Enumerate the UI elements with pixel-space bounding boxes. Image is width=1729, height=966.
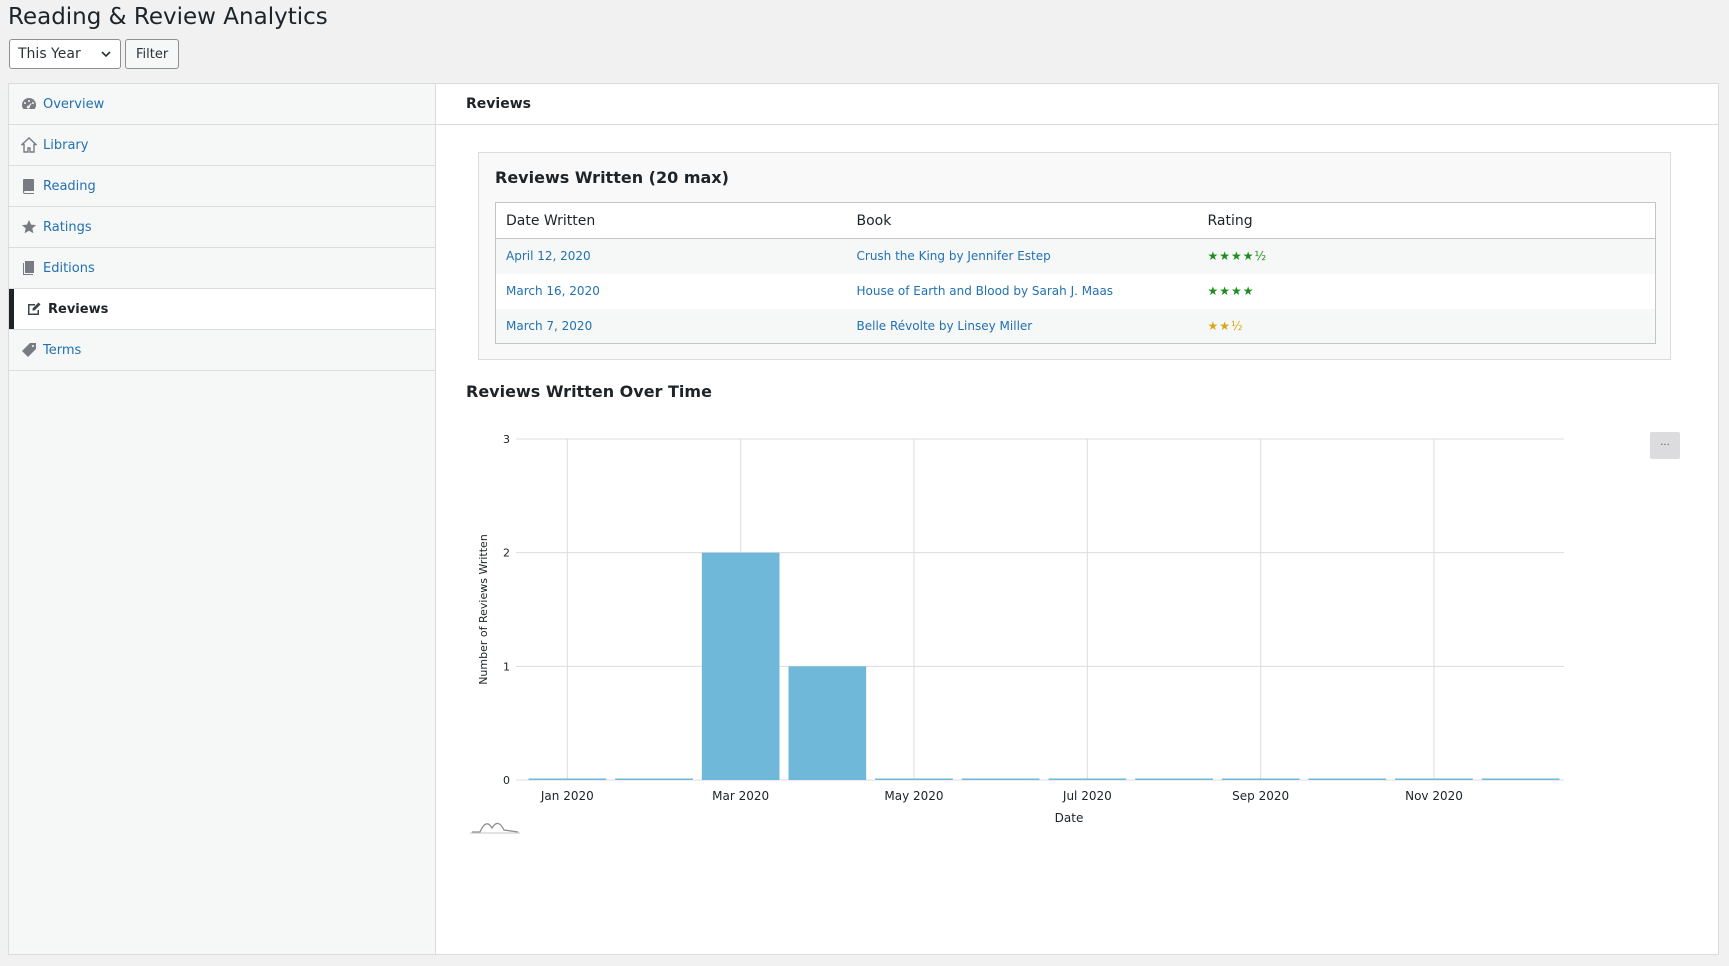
book-icon	[23, 179, 34, 194]
period-select-value: This Year	[18, 46, 81, 62]
review-date-link[interactable]: March 16, 2020	[506, 284, 600, 298]
sidebar-item-terms[interactable]: Terms	[9, 330, 435, 371]
chart-menu-button[interactable]: ···	[1650, 432, 1680, 459]
sidebar-item-label: Terms	[43, 342, 82, 358]
chart-bar	[788, 666, 867, 780]
review-date-link[interactable]: April 12, 2020	[495, 238, 847, 274]
star-icon	[21, 220, 37, 234]
chart-bar	[528, 778, 607, 780]
rating-stars: ★★½	[1207, 318, 1244, 333]
y-tick-label: 2	[503, 547, 510, 560]
x-tick-label: Mar 2020	[712, 789, 769, 803]
chart-bar	[1048, 778, 1127, 780]
chart-bar	[615, 778, 693, 780]
section-header: Reviews	[436, 84, 1718, 125]
x-tick-label: May 2020	[884, 789, 943, 803]
chart-bar	[1221, 778, 1300, 780]
card-title: Reviews Written (20 max)	[495, 168, 729, 187]
sidebar-item-label: Reading	[43, 178, 96, 194]
sidebar-item-library[interactable]: Library	[9, 125, 435, 166]
chart-bar	[1481, 778, 1560, 780]
sidebar-item-label: Reviews	[48, 301, 109, 317]
column-header-date: Date Written	[495, 202, 847, 239]
home-icon	[21, 137, 37, 153]
reviews-written-card: Reviews Written (20 max) Date Written Bo…	[478, 152, 1671, 360]
sidebar-item-label: Overview	[43, 96, 105, 112]
y-tick-label: 1	[503, 660, 510, 673]
table-row: April 12, 2020 Crush the King by Jennife…	[495, 238, 1656, 274]
chevron-down-icon	[101, 51, 111, 58]
x-tick-label: Sep 2020	[1232, 789, 1289, 803]
rating-stars: ★★★★½	[1207, 249, 1268, 264]
period-select[interactable]: This Year	[9, 39, 121, 69]
table-header-row: Date Written Book Rating	[495, 202, 1656, 239]
sidebar-item-reviews[interactable]: Reviews	[9, 289, 435, 330]
x-tick-label: Nov 2020	[1405, 789, 1463, 803]
sidebar: Overview Library Reading Ratings Edition…	[9, 84, 436, 954]
chart-bar	[1395, 778, 1473, 780]
sidebar-item-label: Library	[43, 137, 89, 153]
analytics-panel: Overview Library Reading Ratings Edition…	[8, 83, 1719, 955]
sidebar-item-label: Ratings	[43, 219, 92, 235]
filter-bar: This Year Filter	[9, 39, 180, 69]
edit-icon	[28, 302, 41, 315]
column-header-book: Book	[846, 202, 1198, 239]
range-selector-icon	[472, 822, 519, 833]
tag-icon	[22, 343, 36, 357]
copy-icon	[23, 261, 34, 275]
x-tick-label: Jul 2020	[1062, 789, 1112, 803]
chart-title: Reviews Written Over Time	[466, 382, 712, 401]
table-row: March 7, 2020 Belle Révolte by Linsey Mi…	[495, 308, 1656, 344]
y-tick-label: 0	[503, 774, 510, 787]
table-row: March 16, 2020 House of Earth and Blood …	[496, 274, 1656, 309]
sidebar-item-editions[interactable]: Editions	[9, 248, 435, 289]
column-header-rating: Rating	[1197, 202, 1656, 239]
y-tick-label: 3	[503, 433, 510, 446]
x-axis-label: Date	[1055, 811, 1084, 825]
y-axis-label: Number of Reviews Written	[477, 534, 490, 685]
rating-stars: ★★★★	[1207, 284, 1255, 298]
review-date-link[interactable]: March 7, 2020	[495, 308, 847, 344]
sidebar-item-ratings[interactable]: Ratings	[9, 207, 435, 248]
chart-bar	[701, 552, 780, 780]
main-content: Reviews Reviews Written (20 max) Date Wr…	[436, 84, 1718, 954]
sidebar-item-reading[interactable]: Reading	[9, 166, 435, 207]
chart-bar	[1135, 778, 1213, 780]
page-title: Reading & Review Analytics	[8, 4, 328, 30]
sidebar-item-label: Editions	[43, 260, 95, 276]
review-book-link[interactable]: Belle Révolte by Linsey Miller	[846, 308, 1198, 344]
filter-button[interactable]: Filter	[125, 39, 180, 69]
review-book-link[interactable]: Crush the King by Jennifer Estep	[846, 238, 1198, 274]
x-tick-label: Jan 2020	[540, 789, 594, 803]
reviews-table: Date Written Book Rating April 12, 2020 …	[495, 202, 1656, 344]
chart-bar	[875, 778, 953, 780]
sidebar-item-overview[interactable]: Overview	[9, 84, 435, 125]
chart-bar	[1308, 778, 1387, 780]
review-book-link[interactable]: House of Earth and Blood by Sarah J. Maa…	[856, 284, 1114, 298]
reviews-over-time-chart: 0 1 2 3 Jan 2020 Mar 2020 May 2020 Jul 2020 Sep …	[470, 433, 1564, 834]
dashboard-icon	[22, 98, 36, 109]
chart-bar	[961, 778, 1040, 780]
